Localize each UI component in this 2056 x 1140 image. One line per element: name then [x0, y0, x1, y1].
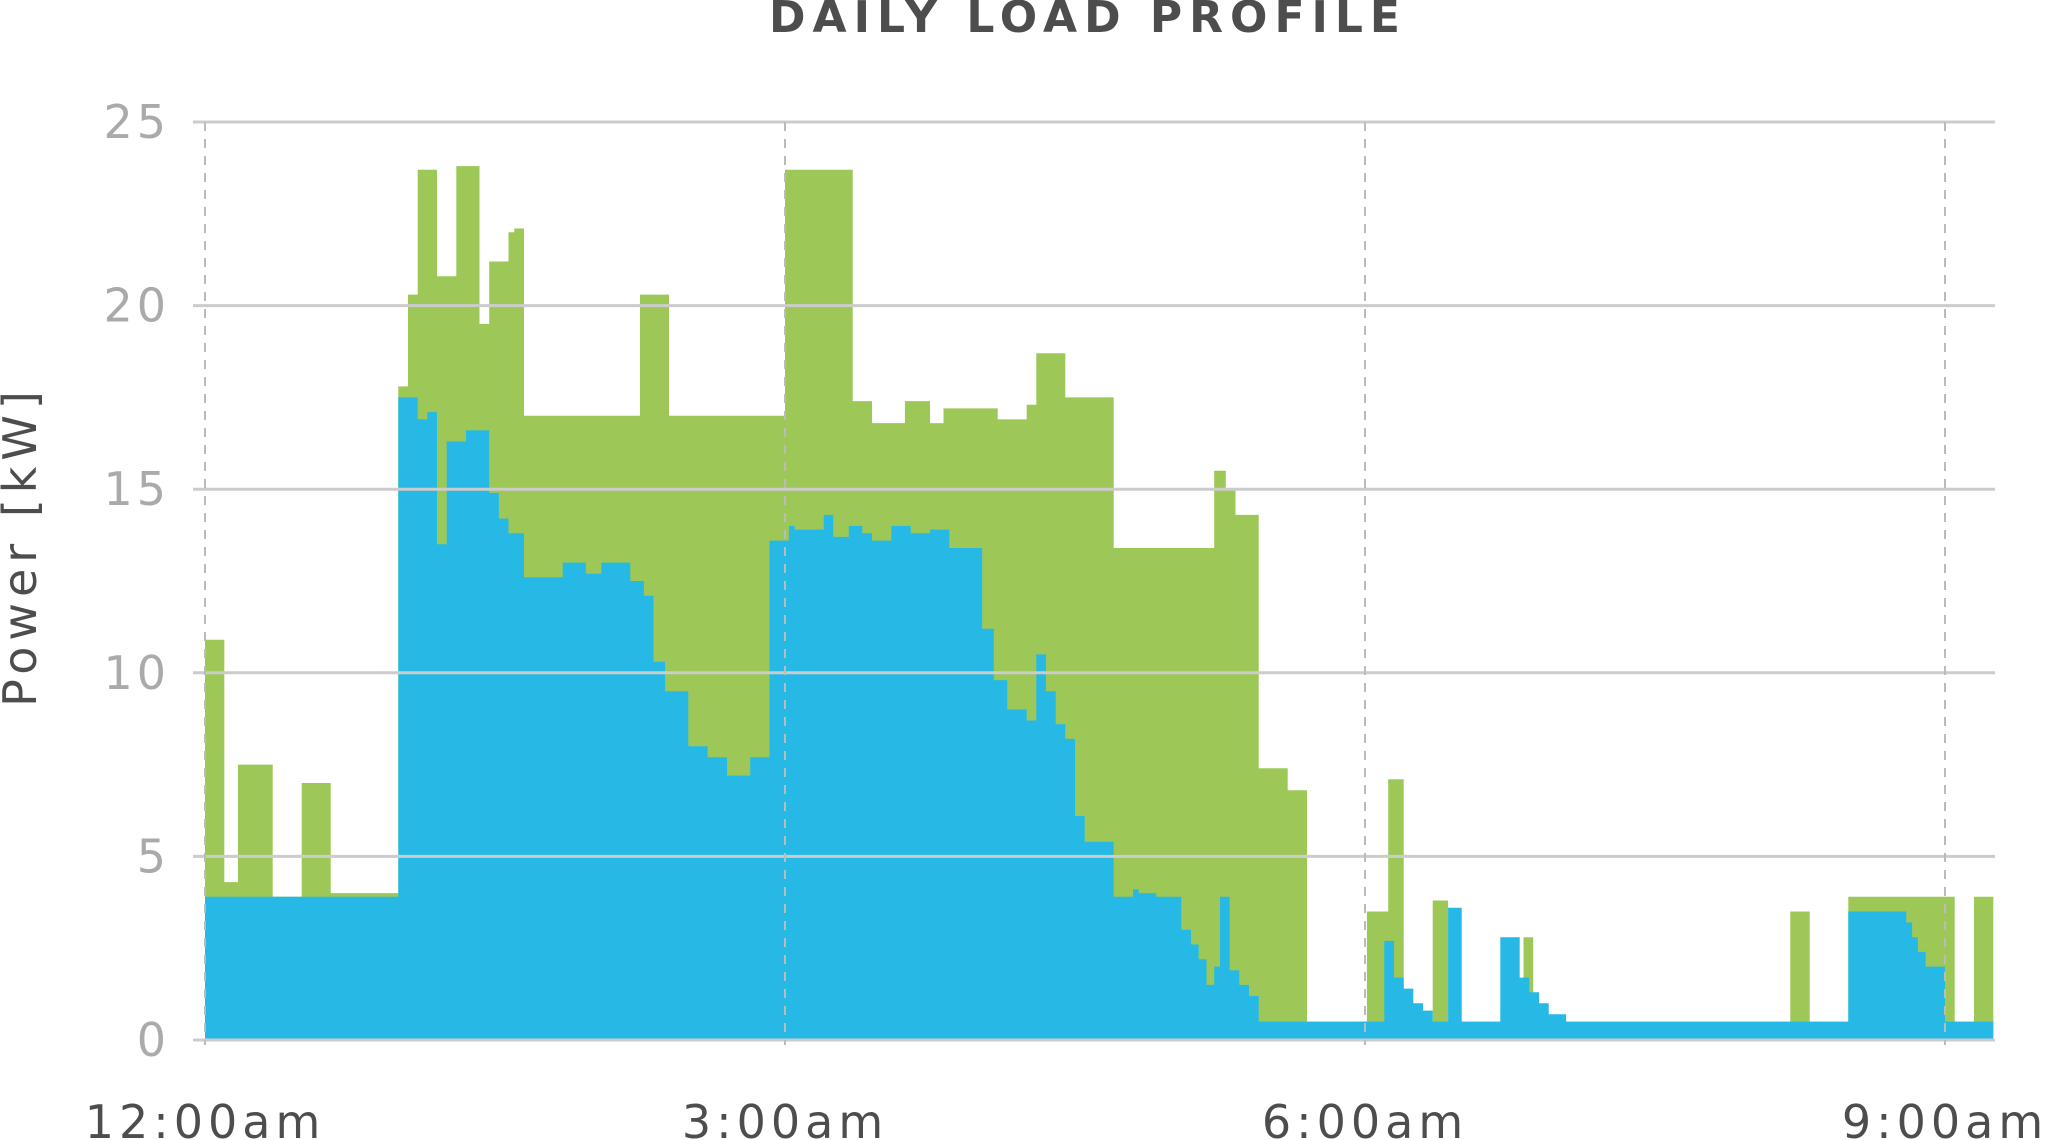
x-tick-label: 12:00am: [85, 1095, 326, 1140]
x-tick-label: 9:00am: [1842, 1095, 2048, 1140]
y-tick-labels: 0 5 10 15 20 25: [103, 95, 170, 1067]
y-tick-label: 10: [103, 646, 170, 700]
y-axis-label: Power [kW]: [0, 385, 47, 707]
grid-layer: [193, 120, 1995, 1045]
chart-title: DAILY LOAD PROFILE: [769, 0, 1407, 43]
x-tick-label: 3:00am: [682, 1095, 888, 1140]
y-tick-label: 20: [103, 279, 170, 333]
x-tick-labels: 12:00am 3:00am 6:00am 9:00am: [85, 1095, 2048, 1140]
area-layer: [205, 166, 1994, 1041]
y-tick-label: 25: [103, 95, 170, 149]
y-tick-label: 0: [137, 1013, 170, 1067]
x-tick-label: 6:00am: [1262, 1095, 1468, 1140]
y-tick-label: 15: [103, 462, 170, 516]
y-tick-label: 5: [137, 829, 170, 883]
base-load-area: [205, 397, 1994, 1040]
